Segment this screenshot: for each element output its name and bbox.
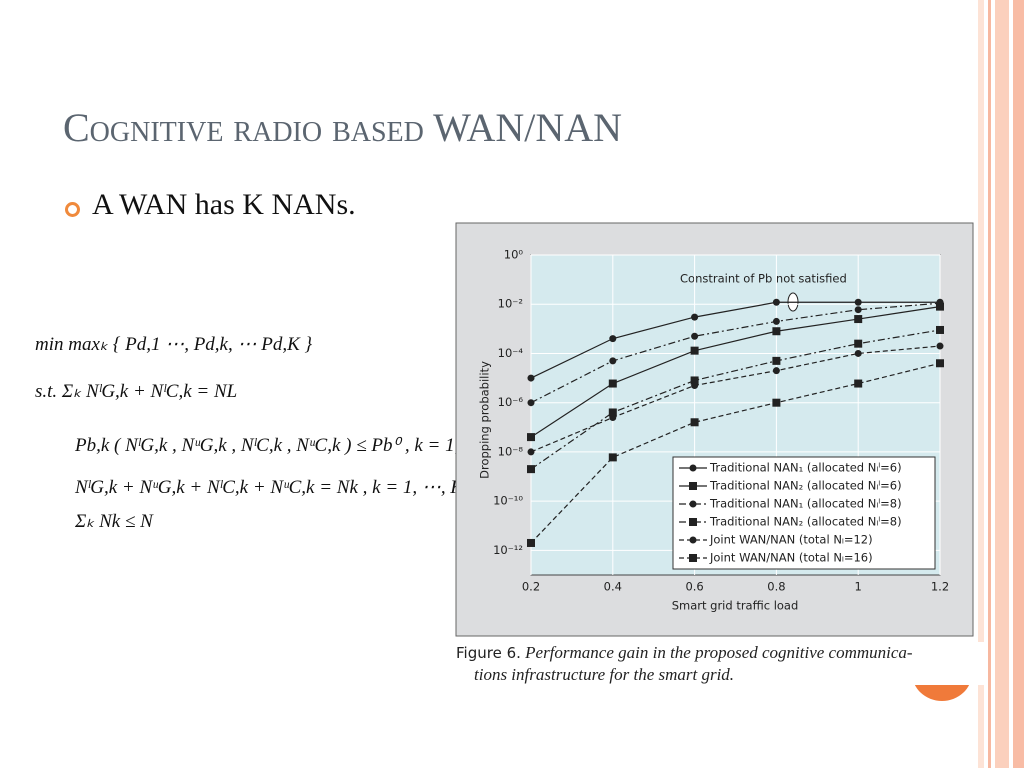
data-point: [854, 349, 862, 357]
legend-marker: [689, 482, 697, 490]
y-tick-label: 10⁻⁸: [498, 444, 524, 458]
x-tick-label: 1: [855, 580, 862, 594]
data-point: [690, 346, 699, 355]
data-point: [608, 408, 617, 417]
data-point: [608, 453, 617, 462]
data-point: [854, 306, 862, 314]
legend-label: Joint WAN/NAN (total Nₗ=12): [709, 533, 873, 547]
data-point: [772, 298, 780, 306]
data-point: [690, 418, 699, 427]
legend-marker: [689, 500, 697, 508]
data-point: [608, 379, 617, 388]
series-line: [530, 306, 941, 438]
x-tick-label: 0.6: [685, 580, 703, 594]
legend-marker: [689, 518, 697, 526]
y-tick-label: 10⁰: [504, 248, 524, 262]
data-point: [691, 381, 699, 389]
x-tick-label: 1.2: [931, 580, 949, 594]
data-point: [527, 448, 535, 456]
legend-box: [672, 456, 936, 570]
y-tick-label: 10⁻¹⁰: [493, 494, 523, 508]
x-tick-label: 0.8: [767, 580, 785, 594]
data-point: [936, 359, 944, 368]
y-tick-label: 10⁻⁶: [498, 395, 524, 409]
data-point: [772, 356, 781, 365]
legend-marker: [689, 536, 697, 544]
data-point: [527, 538, 535, 547]
legend-label: Traditional NAN₂ (allocated Nₗˡ=6): [709, 479, 902, 493]
legend-marker: [689, 464, 697, 472]
data-point: [609, 357, 617, 365]
decor-stripe: [1013, 0, 1024, 768]
figure-caption: Figure 6. Performance gain in the propos…: [456, 642, 986, 685]
series-line: [530, 329, 941, 470]
legend-label: Traditional NAN₂ (allocated Nₗˡ=8): [709, 515, 902, 529]
data-point: [527, 399, 535, 407]
data-point: [527, 433, 535, 442]
data-point: [936, 299, 944, 307]
series-line: [530, 362, 941, 544]
data-point: [936, 342, 944, 350]
decor-stripe: [995, 0, 1009, 768]
data-point: [690, 376, 699, 385]
data-point: [772, 398, 781, 407]
data-point: [609, 335, 617, 343]
bullet-text: A WAN has K NANs.: [92, 188, 356, 221]
bullet-icon: [65, 202, 80, 217]
data-point: [527, 465, 535, 474]
legend-label: Traditional NAN₁ (allocated Nₗˡ=6): [709, 461, 902, 475]
y-tick-label: 10⁻²: [498, 297, 523, 311]
data-point: [854, 298, 862, 306]
equation: min maxₖ { Pd,1 ⋯, Pd,k, ⋯ Pd,K }: [35, 334, 313, 355]
caption-text: tions infrastructure for the smart grid.: [474, 665, 735, 684]
data-point: [854, 315, 863, 324]
decor-stripe: [978, 0, 984, 768]
y-tick-label: 10⁻¹²: [493, 543, 523, 557]
series-line: [530, 302, 941, 404]
legend-label: Traditional NAN₁ (allocated Nₗˡ=8): [709, 497, 902, 511]
series-line: [530, 301, 940, 379]
equation: NˡG,k + NᵘG,k + NˡC,k + NᵘC,k = Nk , k =…: [75, 477, 464, 498]
data-point: [527, 374, 535, 382]
equation: Pb,k ( NˡG,k , NᵘG,k , NˡC,k , NᵘC,k ) ≤…: [75, 435, 506, 456]
data-point: [691, 332, 699, 340]
series-line: [530, 345, 941, 453]
x-tick-label: 0.2: [522, 580, 540, 594]
decor-stripe: [988, 0, 991, 768]
caption-text: Performance gain in the proposed cogniti…: [525, 643, 913, 662]
data-point: [854, 379, 863, 388]
data-point: [854, 339, 863, 348]
legend-label: Joint WAN/NAN (total Nₗ=16): [709, 551, 873, 565]
x-axis-label: Smart grid traffic load: [672, 599, 799, 613]
x-tick-label: 0.4: [604, 580, 622, 594]
data-point: [772, 367, 780, 375]
data-point: [609, 414, 617, 422]
caption-label: Figure 6.: [456, 644, 521, 662]
data-point: [772, 327, 781, 336]
slide-title: Cognitive radio based WAN/NAN: [63, 105, 623, 150]
annotation: Constraint of Pb not satisfied: [680, 272, 847, 286]
equation: Σₖ Nk ≤ N: [75, 511, 153, 532]
y-axis-label: Dropping probability: [478, 361, 492, 479]
equation: s.t. Σₖ NˡG,k + NˡC,k = NL: [35, 381, 238, 402]
data-point: [691, 313, 699, 321]
data-point: [772, 317, 780, 325]
y-tick-label: 10⁻⁴: [498, 346, 524, 360]
data-point: [936, 325, 944, 334]
legend-marker: [689, 554, 697, 562]
